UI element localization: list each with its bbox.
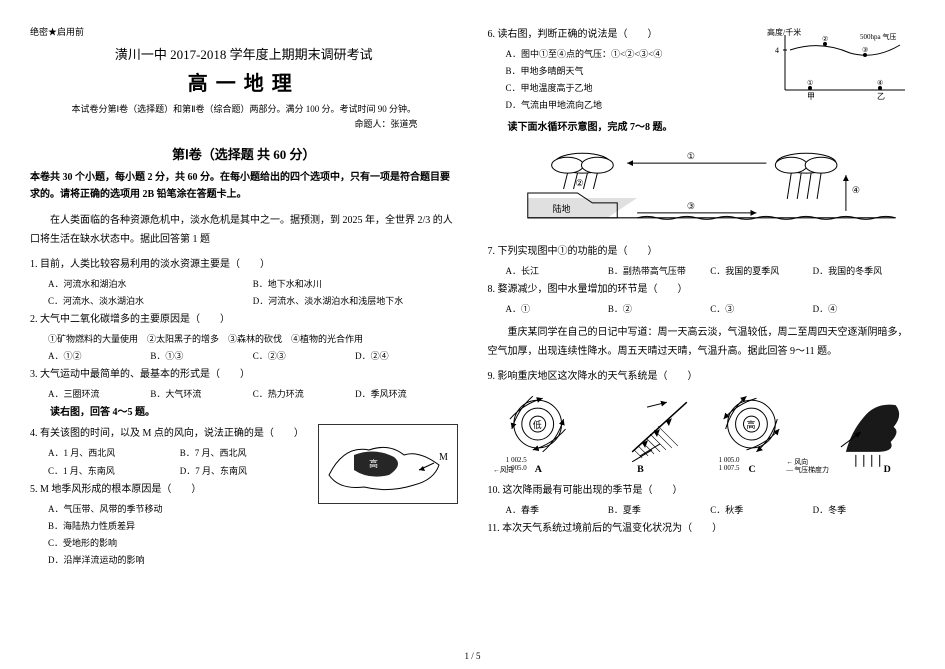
exam-title: 潢川一中 2017-2018 学年度上期期末调研考试 — [30, 44, 458, 63]
svg-text:④: ④ — [851, 185, 859, 195]
q10-opt-c: C．秋季 — [710, 502, 812, 519]
q4-opt-c: C．1 月、东南风 — [48, 463, 180, 480]
svg-text:②: ② — [822, 35, 828, 43]
graph-ylabel: 高度/千米 — [767, 27, 801, 37]
svg-text:②: ② — [575, 178, 583, 188]
q1-opt-c: C．河流水、淡水湖泊水 — [48, 293, 253, 310]
q10-opt-b: B．夏季 — [608, 502, 710, 519]
passage-1: 在人类面临的各种资源危机中，淡水危机是其中之一。据预测，到 2025 年，全世界… — [30, 211, 458, 249]
page-number: 1 / 5 — [0, 651, 945, 661]
q2-items: ①矿物燃料的大量使用 ②太阳黑子的增多 ③森林的砍伐 ④植物的光合作用 — [48, 331, 458, 348]
svg-text:1 002.5: 1 002.5 — [505, 455, 526, 463]
svg-text:D: D — [883, 463, 890, 474]
svg-text:风向: 风向 — [499, 464, 513, 473]
q7-opt-a: A．长江 — [506, 263, 608, 280]
q5-opt-d: D．沿岸洋流运动的影响 — [48, 552, 458, 569]
q3-opt-a: A．三圈环流 — [48, 386, 150, 403]
map-m-label: M — [439, 452, 448, 463]
q3-opt-d: D．季风环流 — [355, 386, 457, 403]
svg-text:③: ③ — [862, 46, 868, 54]
svg-text:低: 低 — [532, 419, 541, 430]
svg-text:←: ← — [492, 465, 499, 473]
q1-stem: 1. 目前，人类比较容易利用的淡水资源主要是（ ） — [30, 255, 458, 274]
svg-text:A: A — [534, 463, 542, 474]
q1-opt-a: A．河流水和湖泊水 — [48, 276, 253, 293]
svg-text:—: — — [785, 465, 793, 473]
section1-instructions: 本卷共 30 个小题，每小题 2 分，共 60 分。在每小题给出的四个选项中，只… — [30, 169, 458, 203]
q10-opt-a: A．春季 — [506, 502, 608, 519]
q4-opt-b: B．7 月、西北风 — [180, 445, 312, 462]
svg-text:陆地: 陆地 — [552, 203, 570, 214]
passage-2: 读右图，回答 4～5 题。 — [30, 403, 458, 422]
q7-opt-c: C．我国的夏季风 — [710, 263, 812, 280]
q7-opt-d: D．我国的冬季风 — [813, 263, 915, 280]
q9-stem: 9. 影响重庆地区这次降水的天气系统是（ ） — [488, 367, 916, 386]
q3-opt-b: B．大气环流 — [150, 386, 252, 403]
pressure-graph: 高度/千米 4 500hpa 气压 ① ② ③ ④ 甲 乙 — [765, 25, 915, 100]
q7-stem: 7. 下列实现图中①的功能的是（ ） — [488, 242, 916, 261]
svg-text:1 007.5: 1 007.5 — [718, 463, 739, 471]
q4-opt-d: D．7 月、东南风 — [180, 463, 312, 480]
q10-stem: 10. 这次降雨最有可能出现的季节是（ ） — [488, 481, 916, 500]
graph-yval: 4 — [775, 46, 779, 55]
svg-text:④: ④ — [877, 79, 883, 87]
q10-opt-d: D．冬季 — [813, 502, 915, 519]
q3-stem: 3. 大气运动中最简单的、最基本的形式是（ ） — [30, 365, 458, 384]
svg-text:高: 高 — [746, 419, 755, 430]
svg-text:甲: 甲 — [807, 92, 815, 100]
svg-text:C: C — [748, 463, 755, 474]
water-cycle-figure: 陆地 ① ③ ④ ② — [488, 143, 916, 238]
q11-stem: 11. 本次天气系统过境前后的气温变化状况为（ ） — [488, 519, 916, 538]
q2-opt-b: B．①③ — [150, 348, 252, 365]
weather-systems-figure: 低 1 002.5 1 005.0 A ←风向 — [488, 392, 916, 477]
svg-text:B: B — [637, 463, 644, 474]
q8-stem: 8. 婺源减少，图中水量增加的环节是（ ） — [488, 280, 916, 299]
seal-note: 绝密★启用前 — [30, 25, 458, 38]
q2-opt-d: D．②④ — [355, 348, 457, 365]
q2-stem: 2. 大气中二氧化碳增多的主要原因是（ ） — [30, 310, 458, 329]
q8-opt-b: B．② — [608, 301, 710, 318]
map-figure: 高 M — [318, 424, 458, 504]
q1-opt-b: B．地下水和冰川 — [253, 276, 458, 293]
svg-text:1 005.0: 1 005.0 — [718, 455, 739, 463]
svg-text:③: ③ — [686, 201, 694, 211]
passage-3: 读下面水循环示意图，完成 7～8 题。 — [488, 118, 916, 137]
svg-text:风向: 风向 — [794, 456, 808, 465]
svg-text:①: ① — [807, 79, 813, 87]
q5-opt-c: C．受地形的影响 — [48, 535, 458, 552]
q7-opt-b: B．副热带高气压带 — [608, 263, 710, 280]
passage-4: 重庆某同学在自己的日记中写道：周一天高云淡，气温较低，周二至周四天空逐渐阴暗多，… — [488, 323, 916, 361]
svg-text:气压梯度力: 气压梯度力 — [794, 464, 829, 473]
map-high-label: 高 — [369, 458, 378, 469]
exam-info: 本试卷分第Ⅰ卷（选择题）和第Ⅱ卷（综合题）两部分。满分 100 分。考试时间 9… — [30, 102, 458, 115]
q8-opt-a: A．① — [506, 301, 608, 318]
q5-opt-b: B．海陆热力性质差异 — [48, 518, 458, 535]
q2-opt-a: A．①② — [48, 348, 150, 365]
q2-opt-c: C．②③ — [253, 348, 355, 365]
q3-opt-c: C．热力环流 — [253, 386, 355, 403]
q4-opt-a: A．1 月、西北风 — [48, 445, 180, 462]
svg-text:①: ① — [686, 152, 694, 162]
author-line: 命题人：张道亮 — [30, 117, 458, 130]
svg-text:乙: 乙 — [877, 92, 885, 100]
q1-opt-d: D．河流水、淡水湖泊水和浅层地下水 — [253, 293, 458, 310]
svg-text:←: ← — [786, 457, 793, 465]
section1-title: 第Ⅰ卷（选择题 共 60 分） — [30, 144, 458, 163]
graph-isoline: 500hpa 气压 — [860, 32, 896, 41]
subject-title: 高一地理 — [30, 67, 458, 96]
q8-opt-c: C．③ — [710, 301, 812, 318]
q8-opt-d: D．④ — [813, 301, 915, 318]
